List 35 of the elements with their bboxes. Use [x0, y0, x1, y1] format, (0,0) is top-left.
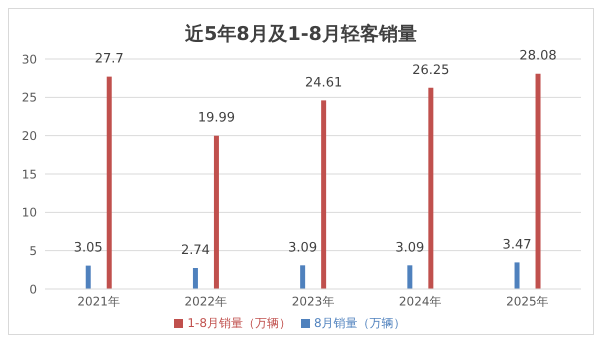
data-label: 3.09 [288, 240, 318, 256]
data-label: 3.05 [74, 240, 103, 256]
x-tick-label: 2021年 [77, 294, 120, 309]
data-label: 28.08 [519, 48, 557, 64]
x-tick-label: 2024年 [398, 294, 442, 309]
x-tick-label: 2022年 [184, 294, 228, 309]
y-tick-label: 20 [22, 128, 37, 143]
bar [192, 268, 198, 289]
bar [536, 74, 541, 289]
bar [321, 100, 326, 289]
y-tick-label: 30 [22, 52, 37, 66]
y-tick-label: 0 [29, 282, 37, 296]
bar [106, 76, 112, 289]
data-label: 19.99 [198, 110, 236, 126]
data-label: 2.74 [180, 242, 210, 258]
y-tick-label: 10 [22, 206, 37, 220]
x-tick-label: 2023年 [292, 294, 334, 309]
bar [514, 262, 520, 289]
legend-label: 1-8月销量（万辆） [187, 316, 291, 330]
chart-title: 近5年8月及1-8月轻客销量 [184, 22, 418, 47]
data-label: 3.47 [502, 237, 532, 252]
bar [214, 136, 219, 289]
y-tick-label: 5 [29, 244, 37, 258]
y-tick-label: 15 [22, 167, 37, 182]
data-label: 26.25 [412, 62, 450, 78]
data-label: 27.7 [94, 52, 124, 67]
y-tick-label: 25 [22, 90, 37, 105]
bar [300, 265, 306, 289]
bar [407, 265, 412, 289]
data-label: 3.09 [395, 240, 424, 256]
bar [86, 266, 91, 289]
bar [428, 88, 434, 289]
data-label: 24.61 [305, 75, 342, 90]
legend-label: 8月销量（万辆） [314, 316, 406, 330]
x-tick-label: 2025年 [506, 294, 549, 309]
